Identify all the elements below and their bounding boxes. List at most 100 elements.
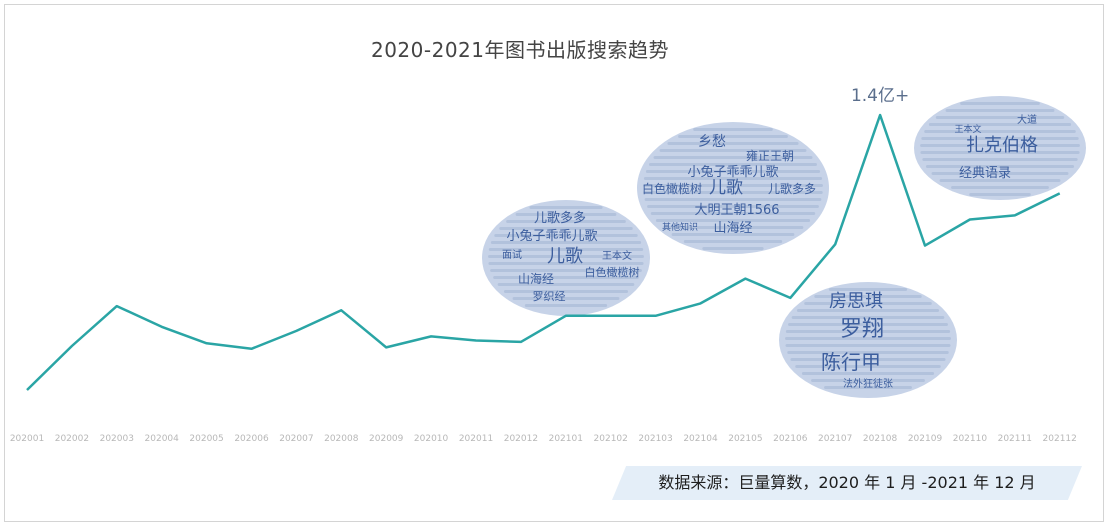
cloud-texture-stroke bbox=[515, 213, 617, 216]
cloud-texture-stroke bbox=[649, 163, 817, 166]
cloud-texture-stroke bbox=[920, 144, 1080, 147]
cloud-word: 乡愁 bbox=[698, 134, 726, 150]
cloud-word: 雍正王朝 bbox=[746, 148, 794, 163]
cloud-texture-stroke bbox=[785, 344, 951, 347]
cloud-texture-stroke bbox=[925, 165, 1075, 168]
cloud-texture-stroke bbox=[490, 241, 642, 244]
cloud-word: 陈行甲 bbox=[821, 350, 881, 374]
cloud-2020-12-bubble bbox=[482, 200, 650, 316]
cloud-texture-stroke bbox=[678, 135, 788, 138]
x-tick-label: 202112 bbox=[1043, 434, 1077, 444]
source-banner: 数据来源：巨量算数，2020 年 1 月 -2021 年 12 月 bbox=[612, 466, 1082, 500]
cloud-texture-stroke bbox=[488, 262, 644, 265]
cloud-2021-12-texture bbox=[920, 102, 1080, 196]
cloud-texture-stroke bbox=[659, 149, 807, 152]
cloud-texture-stroke bbox=[683, 240, 783, 243]
chart-title: 2020-2021年图书出版搜索趋势 bbox=[370, 38, 669, 62]
series-line bbox=[26, 113, 1061, 391]
x-tick-label: 202001 bbox=[10, 434, 44, 444]
cloud-texture-stroke bbox=[490, 269, 642, 272]
cloud-2021-08-bubble bbox=[779, 282, 957, 398]
cloud-texture-stroke bbox=[667, 142, 799, 145]
cloud-texture-stroke bbox=[811, 379, 925, 382]
peak-annotation-group: 1.4亿+ bbox=[851, 86, 909, 106]
cloud-texture-stroke bbox=[788, 323, 948, 326]
cloud-texture-stroke bbox=[494, 234, 638, 237]
x-axis-ticks: 202001 202002 202003 202004 202005 202006 2020… bbox=[10, 434, 1077, 444]
cloud-texture-stroke bbox=[787, 351, 949, 354]
cloud-word: 山海经 bbox=[713, 221, 752, 236]
x-tick-label: 202010 bbox=[414, 434, 449, 444]
cloud-texture-stroke bbox=[497, 283, 635, 286]
x-tick-label: 202104 bbox=[683, 434, 718, 444]
cloud-texture-stroke bbox=[488, 255, 644, 258]
cloud-word: 罗织经 bbox=[533, 290, 566, 303]
cloud-texture-stroke bbox=[645, 170, 821, 173]
cloud-texture-stroke bbox=[499, 227, 633, 230]
cloud-texture-stroke bbox=[650, 212, 816, 215]
cloud-texture-stroke bbox=[512, 297, 620, 300]
cloud-texture-stroke bbox=[945, 109, 1055, 112]
x-tick-label: 202103 bbox=[638, 434, 672, 444]
cloud-texture-stroke bbox=[951, 186, 1049, 189]
cloud-word: 白色橄榄树 bbox=[642, 181, 702, 196]
x-tick-label: 202002 bbox=[55, 434, 89, 444]
cloud-texture-stroke bbox=[488, 248, 644, 251]
cloud-word: 罗翔 bbox=[840, 317, 884, 342]
cloud-texture-stroke bbox=[924, 130, 1076, 133]
x-tick-label: 202106 bbox=[773, 434, 808, 444]
x-tick-label: 202111 bbox=[998, 434, 1032, 444]
cloud-texture-stroke bbox=[928, 123, 1072, 126]
cloud-2021-05-texture bbox=[643, 128, 823, 250]
x-tick-label: 202109 bbox=[908, 434, 943, 444]
cloud-texture-stroke bbox=[662, 226, 804, 229]
cloud-texture-stroke bbox=[801, 372, 935, 375]
cloud-texture-stroke bbox=[935, 116, 1065, 119]
cloud-texture-stroke bbox=[939, 179, 1061, 182]
cloud-word: 儿歌 bbox=[547, 246, 583, 267]
cloud-word: 大道 bbox=[1017, 113, 1037, 126]
x-tick-label: 202006 bbox=[234, 434, 269, 444]
cloud-word: 面试 bbox=[502, 248, 522, 261]
cloud-texture-stroke bbox=[931, 172, 1069, 175]
cloud-texture-stroke bbox=[828, 288, 908, 291]
cloud-word: 经典语录 bbox=[959, 166, 1011, 181]
cloud-2020-12-texture bbox=[488, 206, 644, 307]
cloud-texture-stroke bbox=[921, 137, 1079, 140]
cloud-word: 扎克伯格 bbox=[966, 135, 1038, 156]
cloud-texture-stroke bbox=[796, 309, 940, 312]
cloud-texture-stroke bbox=[655, 219, 811, 222]
x-tick-label: 202110 bbox=[953, 434, 988, 444]
cloud-texture-stroke bbox=[920, 151, 1080, 154]
source-text: 数据来源：巨量算数，2020 年 1 月 -2021 年 12 月 bbox=[658, 473, 1036, 492]
x-tick-label: 202012 bbox=[504, 434, 538, 444]
cloud-texture-stroke bbox=[960, 102, 1040, 105]
x-tick-label: 202102 bbox=[594, 434, 628, 444]
cloud-texture-stroke bbox=[524, 304, 608, 307]
cloud-word: 小兔子乖乖儿歌 bbox=[506, 229, 597, 244]
cloud-2021-08-texture bbox=[785, 288, 951, 389]
cloud-texture-stroke bbox=[647, 205, 819, 208]
x-tick-label: 202003 bbox=[100, 434, 134, 444]
cloud-texture-stroke bbox=[814, 295, 922, 298]
cloud-texture-stroke bbox=[693, 128, 773, 131]
x-tick-label: 202107 bbox=[818, 434, 852, 444]
x-tick-label: 202008 bbox=[324, 434, 359, 444]
cloud-word: 大明王朝1566 bbox=[694, 203, 779, 218]
peak-label: 1.4亿+ bbox=[851, 86, 909, 106]
cloud-texture-stroke bbox=[506, 220, 626, 223]
cloud-word: 儿歌多多 bbox=[534, 210, 586, 226]
x-tick-label: 202009 bbox=[369, 434, 404, 444]
cloud-word: 法外狂徒张 bbox=[843, 377, 893, 390]
cloud-texture-stroke bbox=[969, 193, 1031, 196]
cloud-texture-stroke bbox=[922, 158, 1078, 161]
cloud-word: 山海经 bbox=[518, 271, 554, 286]
cloud-texture-stroke bbox=[643, 184, 823, 187]
cloud-texture-stroke bbox=[503, 290, 629, 293]
cloud-texture-stroke bbox=[785, 330, 951, 333]
trend-line-group bbox=[26, 113, 1061, 391]
x-tick-label: 202007 bbox=[279, 434, 313, 444]
